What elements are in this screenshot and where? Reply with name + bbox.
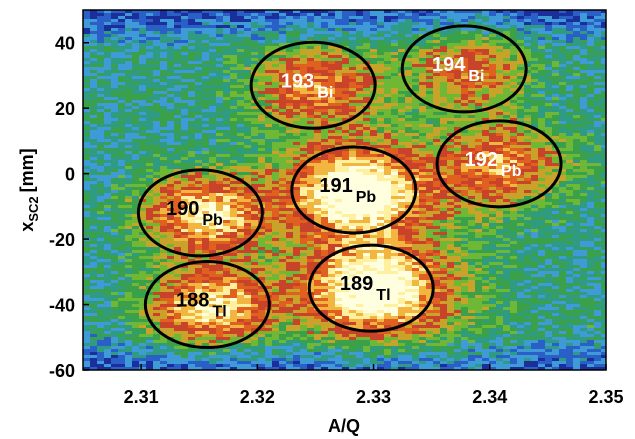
- x-tick-label: 2.32: [240, 387, 275, 407]
- isotope-ellipse-192: [435, 119, 563, 209]
- isotope-mass: 188: [176, 290, 209, 312]
- plot-frame: [82, 9, 607, 371]
- y-axis-label-unit: [mm]: [17, 148, 37, 192]
- x-axis-label: A/Q: [328, 416, 360, 436]
- y-tick-label: 20: [55, 99, 75, 119]
- isotope-label-191: 191Pb: [319, 175, 376, 206]
- isotope-element: Bi: [468, 68, 484, 85]
- x-tick-label: 2.31: [124, 387, 159, 407]
- isotope-label-188: 188Tl: [176, 290, 227, 321]
- isotope-label-189: 189Tl: [340, 273, 391, 304]
- y-tick-label: -20: [49, 230, 75, 250]
- y-axis-label-subscript: SC2: [26, 196, 41, 221]
- x-tick-label: 2.35: [588, 387, 623, 407]
- isotope-ellipses: [136, 24, 563, 350]
- isotope-ellipse-194: [400, 24, 528, 114]
- isotope-element: Pb: [356, 189, 377, 206]
- isotope-ellipse-189: [307, 243, 435, 333]
- isotope-element: Bi: [317, 84, 333, 101]
- y-axis-label: xSC2 [mm]: [17, 148, 41, 231]
- isotope-ellipse-193: [249, 40, 377, 130]
- x-axis-ticks: 2.31 2.32 2.33 2.34 2.35: [124, 364, 624, 407]
- isotope-ellipse-191: [290, 145, 418, 235]
- y-tick-label: 0: [65, 165, 75, 185]
- isotope-ellipse-188: [143, 260, 271, 350]
- isotope-mass: 192: [465, 149, 498, 171]
- y-tick-label: -40: [49, 296, 75, 316]
- x-tick-label: 2.33: [356, 387, 391, 407]
- isotope-ellipse-190: [136, 168, 264, 258]
- isotope-label-190: 190Pb: [166, 198, 223, 229]
- isotope-mass: 189: [340, 273, 373, 295]
- isotope-element: Tl: [212, 304, 226, 321]
- isotope-mass: 190: [166, 198, 199, 220]
- y-tick-label: 40: [55, 34, 75, 54]
- isotope-label-192: 192Pb: [465, 149, 522, 180]
- x-tick-label: 2.34: [472, 387, 507, 407]
- isotope-mass: 191: [319, 175, 352, 197]
- isotope-element: Pb: [501, 163, 522, 180]
- isotope-mass: 193: [281, 70, 314, 92]
- isotope-mass: 194: [432, 54, 466, 76]
- isotope-label-193: 193Bi: [281, 70, 333, 101]
- isotope-element: Tl: [376, 287, 390, 304]
- y-tick-label: -60: [49, 361, 75, 381]
- y-axis-label-main: x: [17, 222, 37, 232]
- isotope-label-194: 194Bi: [432, 54, 484, 85]
- y-axis-ticks: 40 20 0 -20 -40 -60: [49, 34, 89, 381]
- isotope-element: Pb: [202, 212, 223, 229]
